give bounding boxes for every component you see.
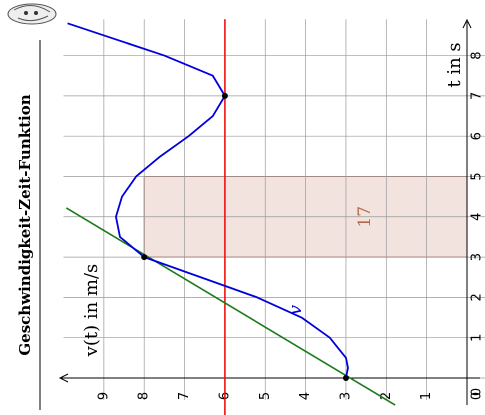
x-tick-label: 4 (470, 213, 485, 221)
y-tick-label: 0 (470, 392, 485, 400)
point (222, 93, 228, 99)
y-tick-label: 3 (338, 392, 353, 400)
x-tick-label: 6 (470, 132, 485, 140)
page: {"chart_data": {"type": "line", "title":… (0, 0, 485, 415)
x-axis-label: t in s (444, 42, 465, 87)
y-axis-label: v(t) in m/s (81, 264, 102, 358)
area-label: 17 (355, 206, 375, 228)
y-tick-label: 7 (177, 392, 192, 400)
x-tick-label: 5 (470, 172, 485, 180)
point (343, 375, 349, 381)
x-tick-label: 1 (470, 334, 485, 342)
chart-title: Geschwindigkeit-Zeit-Funktion (16, 94, 34, 355)
y-tick-label: 1 (419, 392, 434, 400)
x-tick-label: 2 (470, 293, 485, 301)
logo (8, 4, 56, 24)
y-tick-label: 8 (137, 392, 152, 400)
x-tick-label: 8 (470, 51, 485, 59)
y-tick-label: 4 (298, 392, 313, 400)
point (141, 254, 147, 260)
series-label: v (285, 305, 306, 315)
chart: Geschwindigkeit-Zeit-Funktion 0123456780… (0, 0, 485, 415)
y-tick-label: 9 (96, 392, 111, 400)
x-tick-label: 3 (470, 253, 485, 261)
y-tick-label: 5 (258, 392, 273, 400)
x-tick-label: 7 (470, 92, 485, 100)
